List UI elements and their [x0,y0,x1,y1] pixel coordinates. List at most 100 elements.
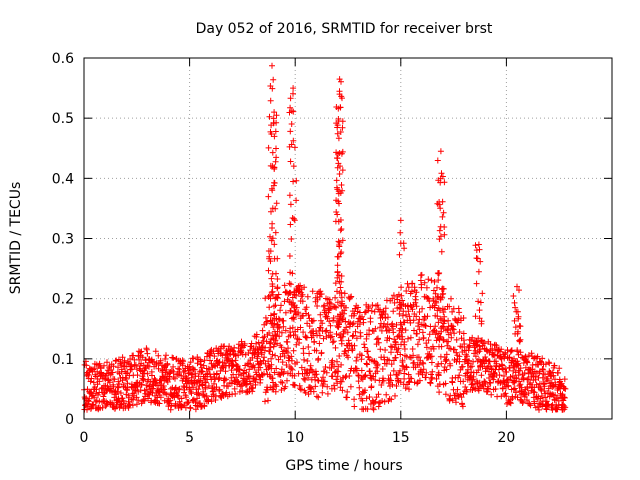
data-point [287,128,294,135]
y-tick-label: 0.4 [52,171,74,187]
data-point [479,337,485,344]
data-point [435,372,442,379]
data-point [511,379,518,386]
data-point [134,372,141,379]
data-point [359,397,366,404]
data-point [272,229,279,236]
data-point [342,304,349,311]
data-point [176,385,183,392]
data-point [472,353,479,360]
data-point [109,369,116,376]
data-point [472,313,479,320]
data-point [479,363,486,370]
data-point [322,364,329,370]
data-point [382,305,389,312]
data-point [333,184,340,191]
data-point [303,304,310,311]
data-point [398,284,405,291]
data-point [456,353,463,360]
data-point [478,320,485,327]
data-point [386,335,393,342]
data-point [517,349,524,356]
data-point [436,343,442,350]
data-point [157,357,164,364]
data-point [285,345,291,352]
data-point [434,284,440,291]
data-point [514,283,520,290]
data-point [339,237,346,244]
data-point [344,388,351,395]
data-point [222,376,229,383]
data-point [349,321,356,328]
data-point [269,149,276,156]
data-point [470,358,477,365]
data-point [246,373,253,380]
data-point [449,379,456,386]
data-point [502,351,509,357]
data-point [271,369,278,376]
data-point [267,344,274,351]
data-point [287,325,294,332]
data-point [336,91,343,98]
data-point [414,341,421,348]
data-point [351,396,358,403]
data-point [261,370,267,377]
data-point [512,324,519,331]
data-point [505,382,512,389]
data-point [516,337,523,344]
data-point [407,334,414,341]
data-point [188,390,195,397]
data-point [291,308,298,315]
data-point [376,400,382,407]
data-point [375,339,382,346]
data-point [270,336,277,343]
data-point [297,386,304,393]
data-point [219,352,226,359]
data-point [247,380,254,387]
data-point [194,360,201,367]
data-point [303,370,310,377]
data-point [180,369,187,375]
data-point [269,205,276,212]
data-point [413,313,420,320]
data-point [155,352,162,359]
data-point [396,310,403,317]
data-point [550,372,557,379]
data-point [436,389,443,396]
data-point [416,377,423,384]
data-point [338,273,345,279]
data-point [163,391,170,398]
data-point [415,354,422,361]
data-point [180,358,187,365]
data-point [216,374,223,381]
data-point [440,290,447,297]
data-point [175,394,182,400]
data-point [406,354,413,361]
data-point [517,336,524,343]
data-point [362,372,369,379]
data-point [267,248,274,255]
data-point [316,340,323,347]
data-point [263,338,270,345]
data-point [339,387,346,394]
data-point [542,394,549,401]
data-point [459,403,466,410]
data-point [334,124,341,131]
data-point [140,396,147,403]
y-tick-label: 0.3 [52,232,74,248]
data-point [324,390,331,397]
data-point [551,362,558,369]
data-point [332,280,339,287]
data-point [356,391,363,398]
data-point [387,372,394,379]
data-point [288,353,295,360]
data-point [406,313,413,320]
data-point [291,381,298,388]
data-point [334,268,341,275]
data-point [460,378,467,385]
data-point [269,225,275,231]
data-point [430,345,437,352]
data-point [225,383,232,390]
data-point [408,375,415,382]
data-point [327,322,334,329]
